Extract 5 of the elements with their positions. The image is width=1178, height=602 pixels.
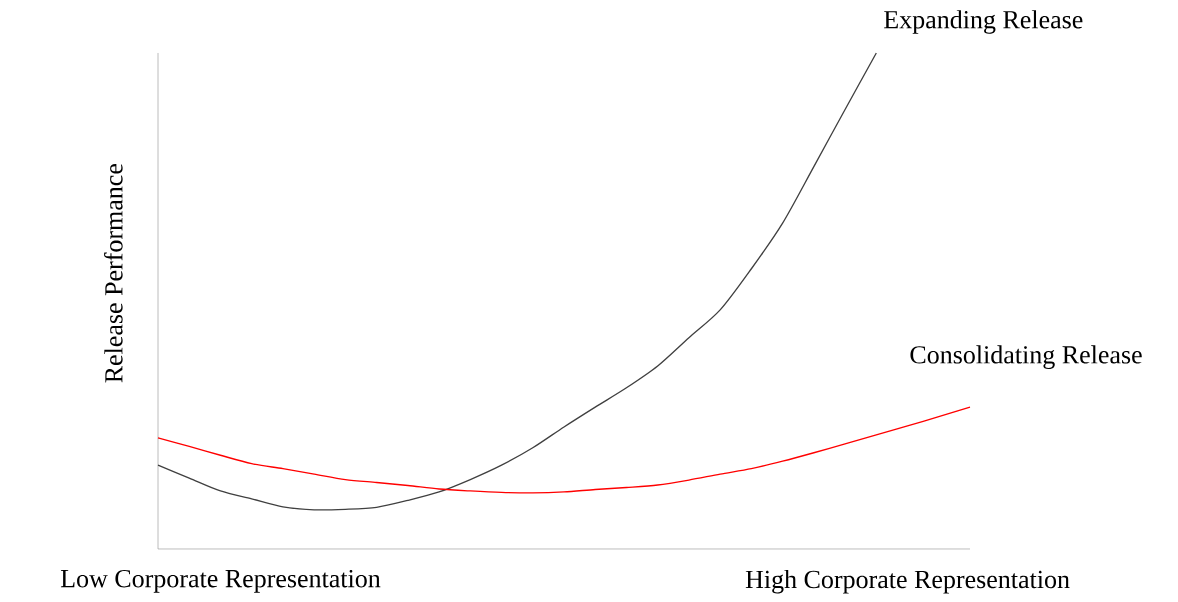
- series-label: Expanding Release: [884, 10, 1083, 34]
- text: Consolidating Release: [910, 345, 1142, 369]
- x-tick-label: Low Corporate Representation: [60, 569, 381, 593]
- x-tick-label: High Corporate Representation: [745, 569, 1070, 594]
- y-axis-title: Release Performance: [104, 164, 123, 383]
